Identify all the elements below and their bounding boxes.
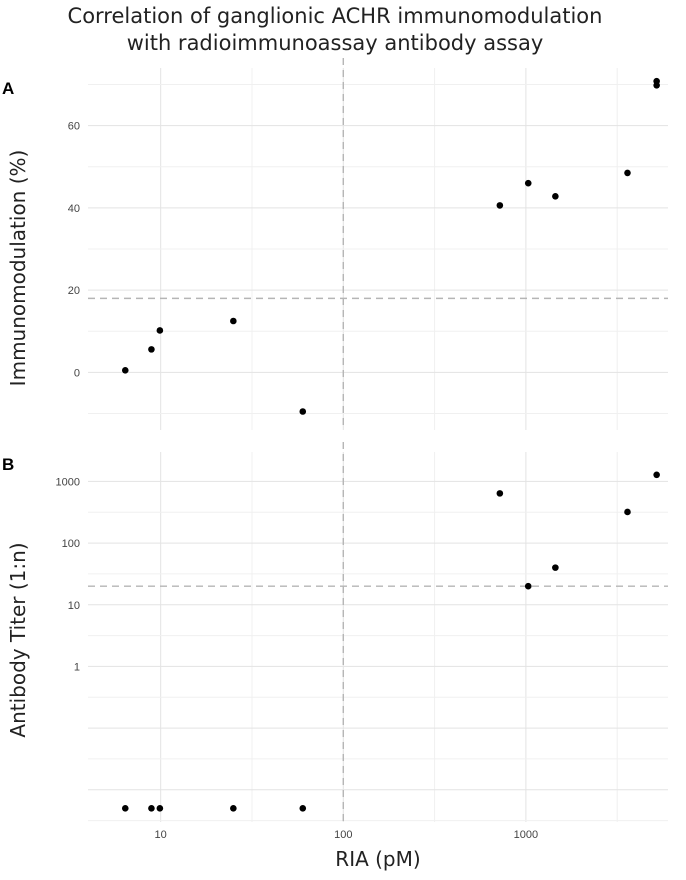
x-tick-label: 1000 [514, 829, 538, 841]
x-tick-label: 10 [155, 829, 167, 841]
panel-a-plot: 0 20 40 60 [68, 58, 668, 430]
x-tick-label: 100 [334, 829, 352, 841]
panel-b-plot: 1 10 100 1000 10 100 1000 [56, 442, 668, 841]
panel-a-y-axis-label: Immunomodulation (%) [6, 150, 30, 387]
panel-a-data-point [156, 327, 164, 334]
panel-b-data-point [299, 805, 307, 812]
panel-b-data-point [156, 805, 164, 812]
panel-b-data-point [148, 805, 155, 812]
panel-b-data-point [121, 805, 129, 812]
panel-a-data-point [230, 317, 237, 325]
chart-title-line-1: Correlation of ganglionic ACHR immunomod… [68, 4, 603, 28]
panel-a-letter: A [2, 79, 14, 98]
x-axis-label: RIA (pM) [335, 847, 420, 871]
panel-b-y-tick-label: 100 [62, 538, 80, 550]
panel-a-y-tick-label: 0 [74, 367, 80, 379]
panel-b-y-tick-label: 10 [68, 600, 80, 612]
panel-a-data-point [653, 77, 660, 85]
panel-b-data-point [230, 805, 237, 812]
panel-a-data-point [148, 346, 155, 353]
panel-b-y-tick-label: 1000 [56, 476, 80, 488]
panel-a-y-tick-label: 40 [68, 203, 80, 215]
panel-a-data-point [624, 169, 631, 177]
panel-a-data-point [496, 202, 504, 209]
panel-b-y-tick-label: 1 [74, 661, 80, 673]
panel-a-data-point [552, 193, 559, 200]
panel-b-letter: B [2, 455, 14, 474]
panel-a-y-tick-label: 20 [68, 285, 80, 297]
panel-b-y-axis-label: Antibody Titer (1:n) [6, 542, 30, 737]
panel-b-data-point [653, 471, 660, 479]
panel-a-y-tick-label: 60 [68, 121, 80, 133]
panel-a-data-point [299, 408, 307, 415]
panel-b-data-point [496, 490, 504, 497]
panel-b-data-point [552, 564, 559, 571]
panel-b-data-point [524, 582, 532, 590]
panel-b-data-point [624, 508, 631, 516]
chart-title-line-2: with radioimmunoassay antibody assay [127, 31, 544, 55]
panel-a-data-point [121, 367, 129, 374]
panel-a-data-point [524, 179, 532, 187]
